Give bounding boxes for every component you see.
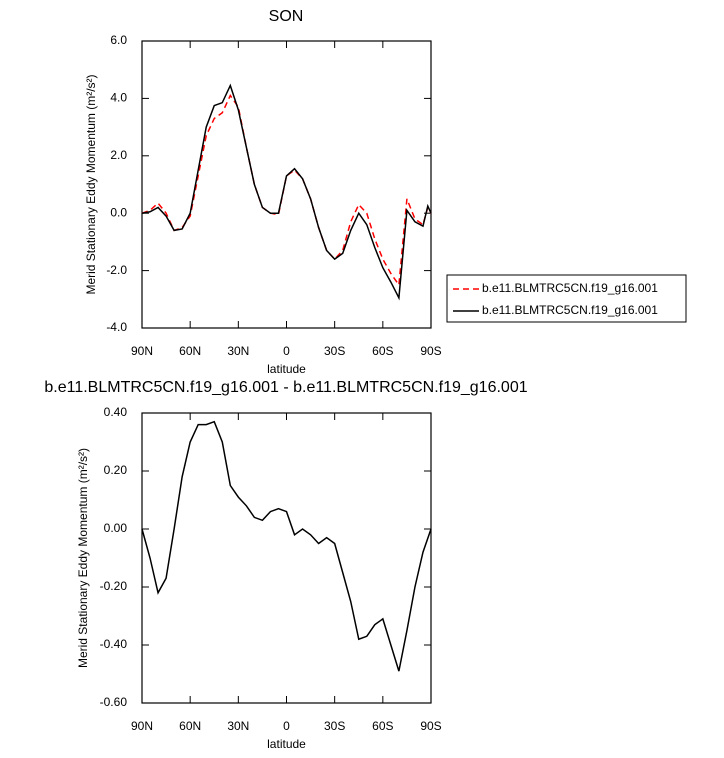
x-tick-label: 30S	[324, 344, 345, 358]
y-tick-label: 0.00	[104, 521, 128, 535]
y-tick-label: 6.0	[110, 33, 127, 47]
x-tick-label: 60S	[372, 719, 393, 733]
x-axis-label: latitude	[267, 362, 306, 376]
y-tick-label: -4.0	[106, 320, 127, 334]
y-tick-label: -0.40	[100, 637, 128, 651]
chart-title: b.e11.BLMTRC5CN.f19_g16.001 - b.e11.BLMT…	[44, 379, 527, 396]
legend-box	[446, 274, 687, 323]
y-tick-label: -0.20	[100, 579, 128, 593]
x-tick-label: 90S	[420, 719, 441, 733]
x-tick-label: 60N	[179, 719, 201, 733]
x-tick-label: 30S	[324, 719, 345, 733]
x-tick-label: 60S	[372, 344, 393, 358]
data-line	[141, 83, 432, 301]
x-tick-label: 90N	[131, 344, 153, 358]
x-tick-label: 30N	[227, 344, 249, 358]
x-tick-label: 60N	[179, 344, 201, 358]
chart-title: SON	[269, 8, 304, 25]
x-tick-label: 30N	[227, 719, 249, 733]
y-axis-label: Merid Stationary Eddy Momentum (m²/s²)	[84, 74, 98, 294]
y-tick-label: 4.0	[110, 91, 127, 105]
y-tick-label: 2.0	[110, 148, 127, 162]
plot-frame	[141, 412, 432, 704]
legend-label: b.e11.BLMTRC5CN.f19_g16.001	[482, 281, 658, 295]
y-axis-label: Merid Stationary Eddy Momentum (m²/s²)	[76, 448, 90, 668]
x-tick-label: 0	[283, 344, 290, 358]
y-tick-label: 0.20	[104, 463, 128, 477]
plot-frame	[141, 40, 432, 329]
x-tick-label: 90S	[420, 344, 441, 358]
data-line	[141, 420, 432, 672]
x-axis-label: latitude	[267, 737, 306, 751]
y-tick-label: 0.40	[104, 405, 128, 419]
data-line	[141, 94, 432, 288]
y-tick-label: -0.60	[100, 695, 128, 709]
x-tick-label: 90N	[131, 719, 153, 733]
y-tick-label: 0.0	[110, 205, 127, 219]
legend-label: b.e11.BLMTRC5CN.f19_g16.001	[482, 303, 658, 317]
x-tick-label: 0	[283, 719, 290, 733]
y-tick-label: -2.0	[106, 263, 127, 277]
